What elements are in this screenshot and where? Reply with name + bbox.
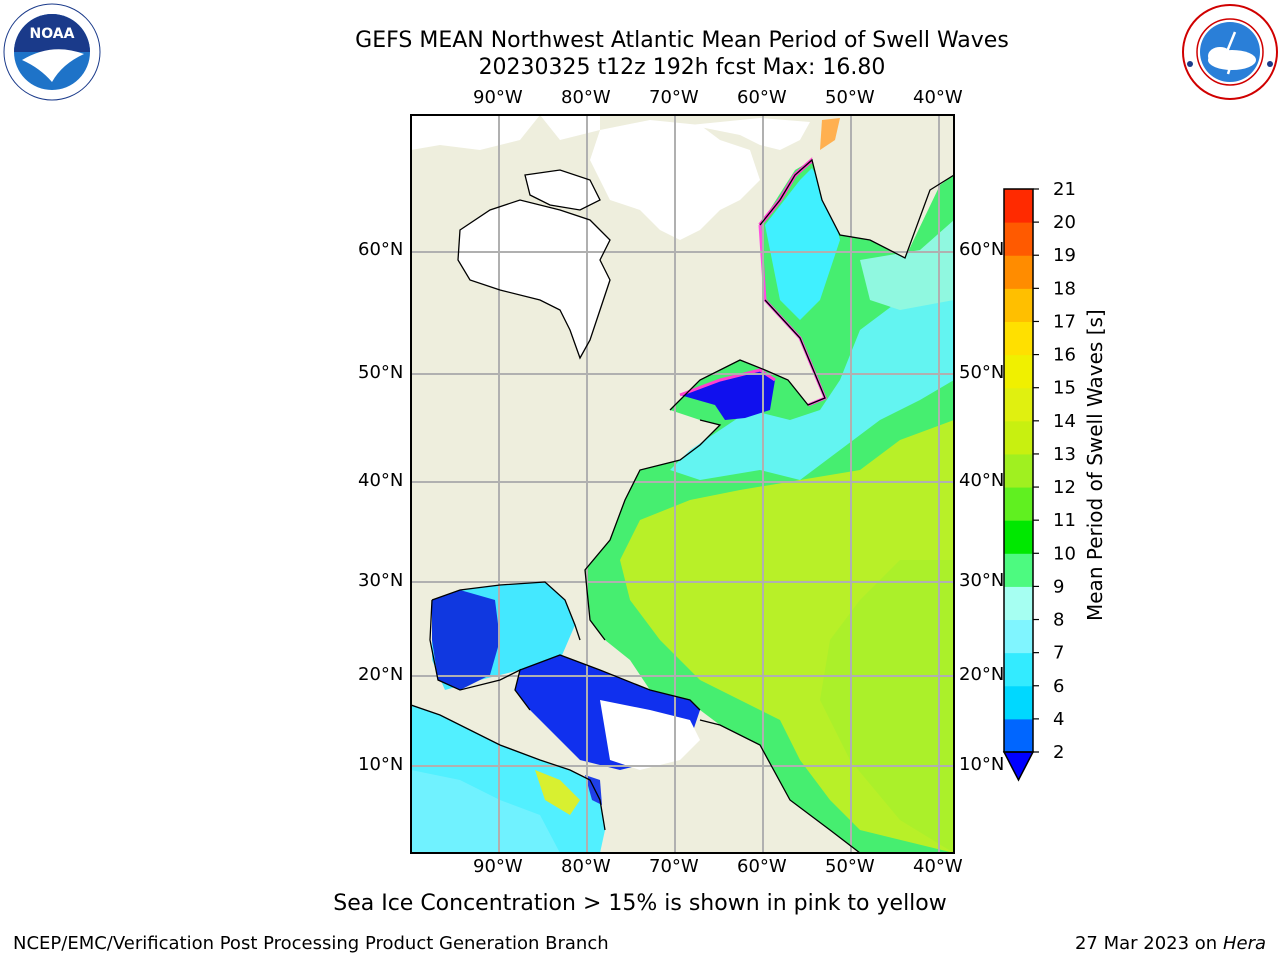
atlantic-cyan-band — [670, 290, 954, 480]
footer-host: Hera — [1222, 933, 1266, 954]
colorbar-tick-label: 20 — [1053, 212, 1076, 233]
lon-tick-top-50w: 50°W — [825, 87, 875, 108]
colorbar-band — [1004, 222, 1033, 256]
arctic-islands — [525, 170, 600, 210]
chart-title: GEFS MEAN Northwest Atlantic Mean Period… — [355, 28, 1009, 53]
lat-tick-left-60n: 60°N — [358, 239, 404, 260]
colorbar-tick-label: 15 — [1053, 378, 1076, 399]
chart-subtitle: 20230325 t12z 192h fcst Max: 16.80 — [478, 55, 886, 80]
colorbar-tick-label: 11 — [1053, 510, 1076, 531]
colorbar-band — [1004, 685, 1033, 720]
lat-tick-right-10n: 10°N — [959, 754, 1005, 775]
nws-logo — [1180, 2, 1280, 102]
colorbar-tick-label: 6 — [1053, 676, 1064, 697]
colorbar-band — [1004, 387, 1033, 422]
lat-tick-left-30n: 30°N — [358, 570, 404, 591]
colorbar-band — [1004, 487, 1033, 521]
coastlines — [411, 158, 954, 853]
colorbar: 2 4 6 7 8 9 10 11 12 13 14 15 16 17 18 19 20 21 — [1002, 179, 1076, 782]
colorbar-tick-label: 8 — [1053, 610, 1064, 631]
lat-tick-right-40n: 40°N — [959, 470, 1005, 491]
colorbar-band — [1004, 586, 1033, 621]
graticule — [411, 115, 954, 853]
colorbar-band — [1004, 453, 1033, 488]
colorbar-tick-label: 9 — [1053, 576, 1064, 597]
lon-tick-bottom-90w: 90°W — [473, 856, 523, 877]
colorbar-band — [1004, 288, 1033, 322]
colorbar-band — [1004, 189, 1033, 223]
colorbar-tick-label: 12 — [1053, 477, 1076, 498]
colorbar-frame — [1003, 188, 1034, 753]
lon-tick-top-40w: 40°W — [913, 87, 963, 108]
sea-ice-caption: Sea Ice Concentration > 15% is shown in … — [333, 891, 947, 916]
colorbar-tick-label: 18 — [1053, 278, 1076, 299]
colorbar-tick-label: 4 — [1053, 709, 1064, 730]
colorbar-tick-label: 13 — [1053, 444, 1076, 465]
colorbar-tick-label: 2 — [1053, 742, 1064, 763]
lon-tick-bottom-50w: 50°W — [825, 856, 875, 877]
lat-tick-right-60n: 60°N — [959, 239, 1005, 260]
hudson-bay-region — [458, 200, 610, 358]
colorbar-band — [1004, 520, 1033, 554]
lon-tick-top-70w: 70°W — [649, 87, 699, 108]
map-frame — [410, 114, 955, 854]
colorbar-tick-label: 21 — [1053, 179, 1076, 200]
footer-date-text: 27 Mar 2023 on — [1074, 933, 1218, 954]
noaa-logo-text: NOAA — [30, 26, 75, 42]
colorbar-band — [1004, 718, 1033, 753]
footer-date: 27 Mar 2023 on Hera — [1075, 933, 1266, 954]
lon-tick-top-80w: 80°W — [561, 87, 611, 108]
colorbar-tick-label: 14 — [1053, 411, 1076, 432]
colorbar-tick-label: 10 — [1053, 543, 1076, 564]
colorbar-tick-label: 17 — [1053, 311, 1076, 332]
colorbar-band — [1004, 321, 1033, 356]
colorbar-tick-label: 7 — [1053, 643, 1064, 664]
lat-tick-right-20n: 20°N — [959, 664, 1005, 685]
noaa-logo: NOAA — [2, 2, 102, 102]
colorbar-band — [1004, 354, 1033, 389]
colorbar-label: Mean Period of Swell Waves [s] — [1083, 309, 1107, 621]
lon-tick-top-60w: 60°W — [737, 87, 787, 108]
gulf-st-lawrence — [680, 370, 775, 420]
colorbar-tick-label: 19 — [1053, 245, 1076, 266]
lon-tick-bottom-80w: 80°W — [561, 856, 611, 877]
colorbar-band — [1004, 420, 1033, 455]
lon-tick-top-90w: 90°W — [473, 87, 523, 108]
colorbar-under-triangle — [1002, 751, 1035, 782]
lon-tick-bottom-70w: 70°W — [649, 856, 699, 877]
lat-tick-left-20n: 20°N — [358, 664, 404, 685]
colorbar-band — [1004, 255, 1033, 289]
lat-tick-left-40n: 40°N — [358, 470, 404, 491]
footer-credit: NCEP/EMC/Verification Post Processing Pr… — [13, 933, 609, 954]
map-field — [411, 115, 954, 853]
lat-tick-left-10n: 10°N — [358, 754, 404, 775]
lon-tick-bottom-40w: 40°W — [913, 856, 963, 877]
lat-tick-right-30n: 30°N — [959, 570, 1005, 591]
colorbar-band — [1004, 652, 1033, 687]
colorbar-band — [1004, 553, 1033, 587]
lat-tick-left-50n: 50°N — [358, 362, 404, 383]
lat-tick-right-50n: 50°N — [959, 362, 1005, 383]
lon-tick-bottom-60w: 60°W — [737, 856, 787, 877]
colorbar-band — [1004, 619, 1033, 654]
colorbar-tick-label: 16 — [1053, 345, 1076, 366]
